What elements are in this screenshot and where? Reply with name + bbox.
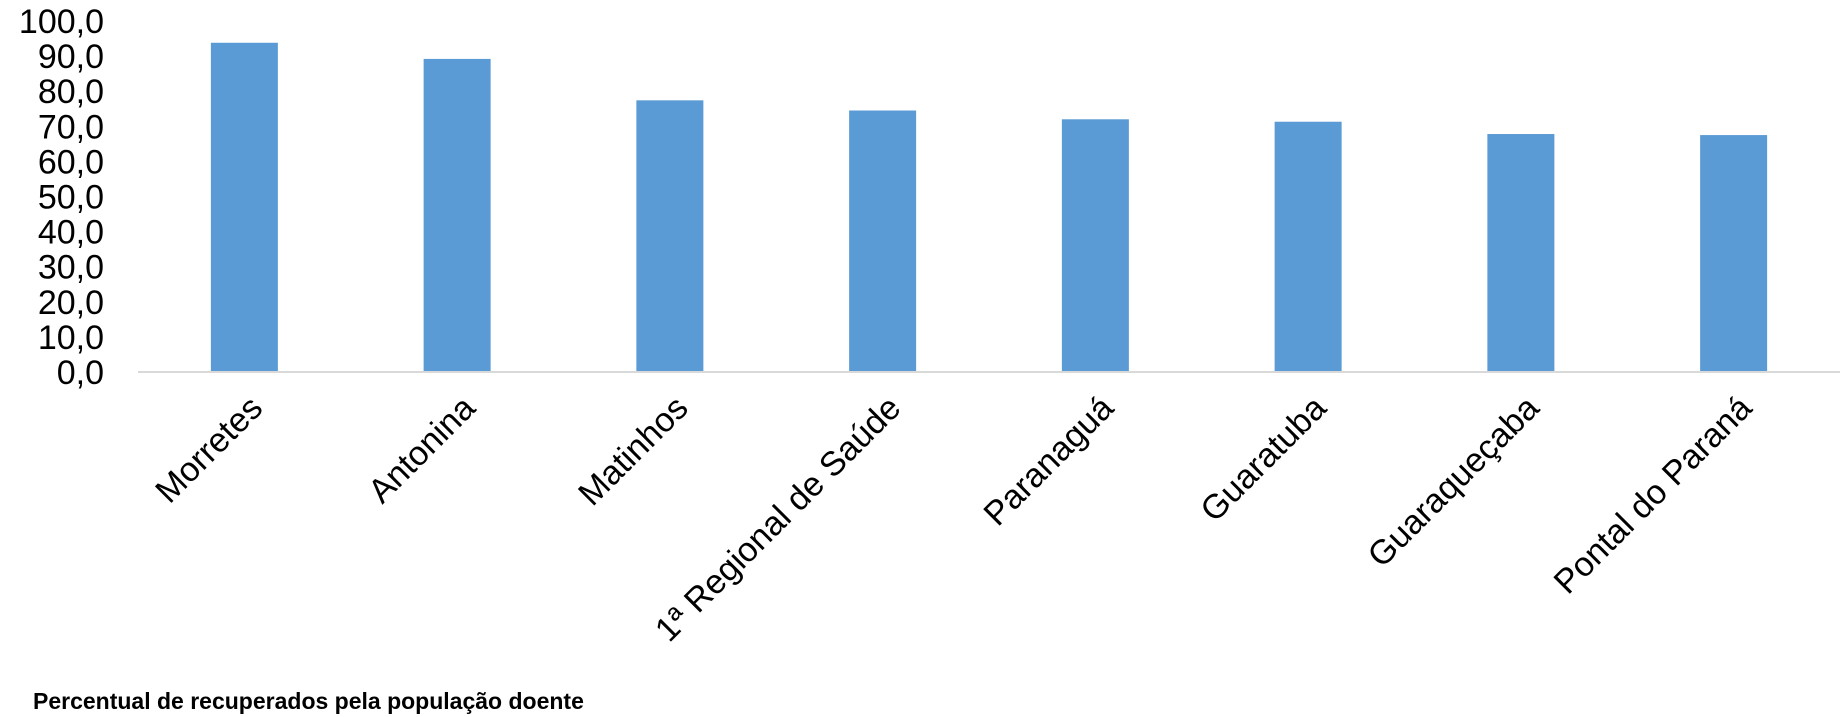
x-tick-label: Pontal do Paraná: [1547, 389, 1760, 602]
x-tick-label: Guaraqueçaba: [1361, 389, 1547, 575]
y-tick-label: 50,0: [38, 179, 104, 217]
x-tick-label: Guaratuba: [1193, 389, 1334, 530]
y-tick-label: 10,0: [38, 319, 104, 357]
y-tick-label: 0,0: [57, 354, 104, 392]
y-tick-label: 40,0: [38, 214, 104, 252]
x-tick-label: Paranaguá: [977, 389, 1122, 534]
bar: [1700, 135, 1768, 372]
y-tick-label: 70,0: [38, 108, 104, 146]
y-tick-label: 20,0: [38, 284, 104, 322]
y-tick-label: 100,0: [19, 3, 104, 41]
bar: [849, 110, 917, 372]
x-tick-label: Matinhos: [571, 389, 695, 513]
legend-series-label: Percentual de recuperados pela população…: [33, 688, 584, 714]
y-axis: 0,010,020,030,040,050,060,070,080,090,01…: [19, 3, 104, 392]
x-tick-label: 1ª Regional de Saúde: [648, 389, 908, 649]
y-tick-label: 80,0: [38, 73, 104, 111]
y-tick-label: 30,0: [38, 249, 104, 287]
bars: [210, 42, 1768, 373]
bar: [423, 58, 491, 373]
x-tick-label: Antonina: [361, 389, 483, 511]
bar: [210, 42, 278, 373]
bar-chart: 0,010,020,030,040,050,060,070,080,090,01…: [19, 3, 1840, 649]
y-tick-label: 60,0: [38, 143, 104, 181]
x-tick-label: Morretes: [148, 389, 270, 511]
y-tick-label: 90,0: [38, 38, 104, 76]
bar: [1487, 134, 1555, 372]
bar: [1061, 119, 1129, 372]
bar: [1274, 121, 1342, 372]
bar: [636, 100, 704, 373]
